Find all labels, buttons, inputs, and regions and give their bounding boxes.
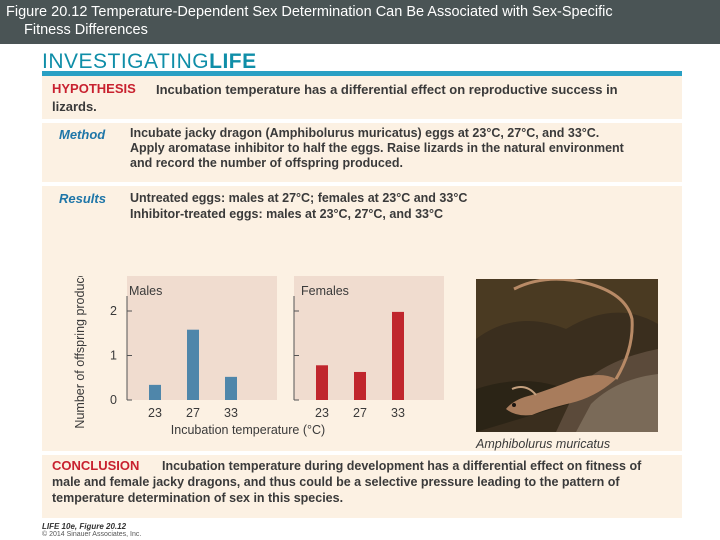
conclusion-text: Incubation temperature during developmen… xyxy=(52,459,642,505)
photo-caption: Amphibolurus muricatus xyxy=(476,437,611,451)
section-divider xyxy=(42,451,682,455)
y-tick-label: 2 xyxy=(110,304,117,318)
bar-males-33 xyxy=(225,376,237,400)
logo-part1: INVESTIGATING xyxy=(42,50,210,73)
slide-header: Figure 20.12 Temperature-Dependent Sex D… xyxy=(0,0,720,44)
hypothesis-label: HYPOTHESIS xyxy=(52,81,136,96)
hypothesis-text: Incubation temperature has a differentia… xyxy=(52,82,618,114)
lizard-photo xyxy=(476,279,658,432)
x-tick-label: 23 xyxy=(315,406,329,420)
males-panel-title: Males xyxy=(129,284,162,298)
females-panel-title: Females xyxy=(301,284,349,298)
method-text: Incubate jacky dragon (Amphibolurus muri… xyxy=(130,126,624,170)
y-axis-label: Number of offspring produced xyxy=(73,276,87,429)
x-tick-label: 27 xyxy=(186,406,200,420)
bar-females-27 xyxy=(354,371,366,400)
x-tick-label: 33 xyxy=(391,406,405,420)
x-axis-label: Incubation temperature (°C) xyxy=(171,423,325,437)
investigating-life-logo: INVESTIGATINGLIFE xyxy=(42,50,257,74)
slide-title-line1: Figure 20.12 Temperature-Dependent Sex D… xyxy=(6,4,613,20)
results-line1: Untreated eggs: males at 27°C; females a… xyxy=(130,191,468,205)
x-tick-label: 23 xyxy=(148,406,162,420)
bar-males-23 xyxy=(149,384,161,400)
figure-panel: INVESTIGATINGLIFE Incubation temperature… xyxy=(42,48,682,518)
bar-males-27 xyxy=(187,329,199,400)
offspring-bar-chart: Males Females 0 1 2 23 27 33 23 27 33 Number of … xyxy=(73,276,444,437)
figure-credit: LIFE 10e, Figure 20.12 xyxy=(42,522,127,531)
results-label: Results xyxy=(59,191,106,206)
copyright-notice: © 2014 Sinauer Associates, Inc. xyxy=(42,531,142,538)
bar-females-33 xyxy=(392,311,404,400)
x-tick-label: 27 xyxy=(353,406,367,420)
logo-part2: LIFE xyxy=(209,50,257,73)
results-line2: Inhibitor-treated eggs: males at 23°C, 2… xyxy=(130,207,443,221)
section-divider xyxy=(42,182,682,186)
header-rule xyxy=(42,71,682,76)
y-tick-label: 1 xyxy=(110,349,117,363)
conclusion-label: CONCLUSION xyxy=(52,458,140,473)
content-box: Incubation temperature has a differentia… xyxy=(42,76,682,518)
method-label: Method xyxy=(59,127,106,142)
y-tick-label: 0 xyxy=(110,393,117,407)
slide-title-line2: Fitness Differences xyxy=(24,22,148,38)
x-tick-label: 33 xyxy=(224,406,238,420)
males-panel-bg xyxy=(127,276,277,400)
section-divider xyxy=(42,119,682,123)
bar-females-23 xyxy=(316,365,328,400)
